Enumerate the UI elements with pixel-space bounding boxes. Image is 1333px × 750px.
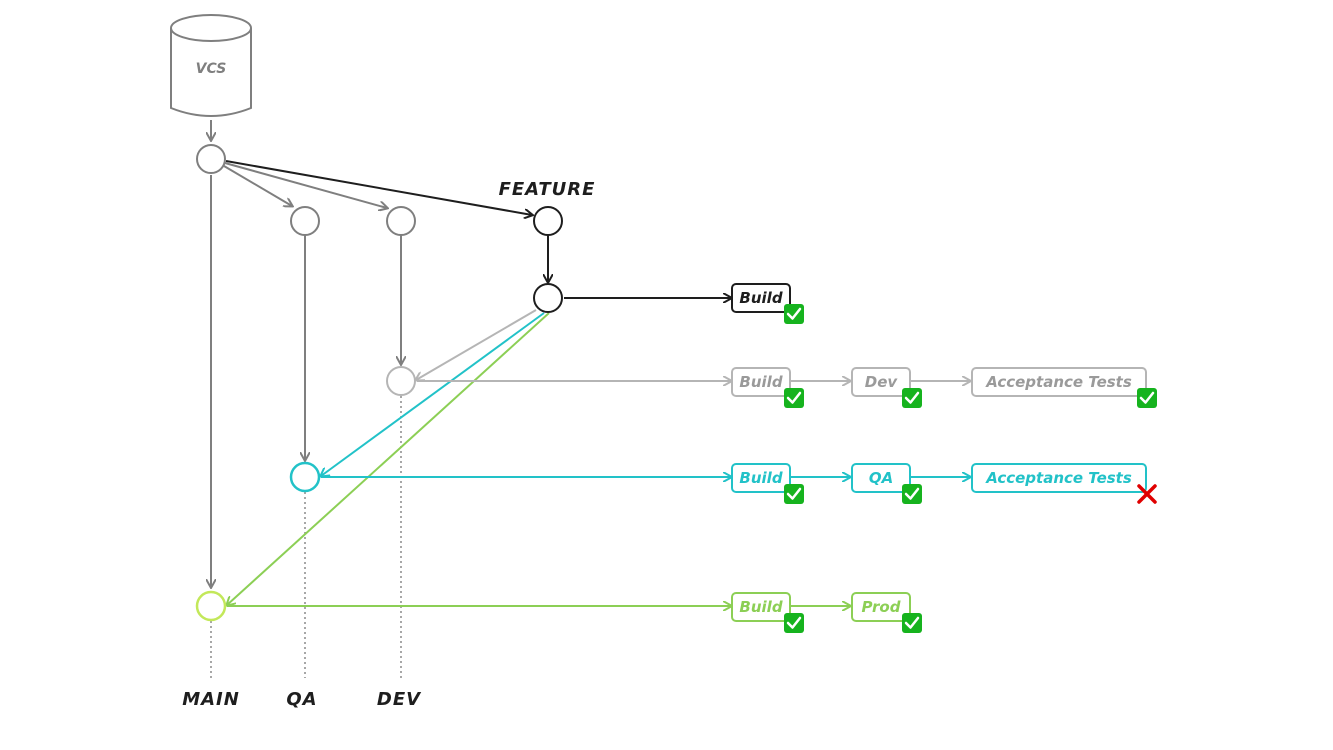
feature-branch-label: FEATURE [499,179,596,200]
main-prod-pass-icon [902,613,922,633]
qa-acceptance-tests-label: Acceptance Tests [985,469,1132,487]
dev-acceptance-tests-label: Acceptance Tests [985,373,1132,391]
dev-branch-label: DEV [377,689,422,710]
qa-build-pass-icon [784,484,804,504]
feature-merge-to-dev-arrow [416,309,537,380]
feature-branch-node [533,206,563,236]
main-merge-node [195,590,227,622]
root-commit-node [196,144,226,174]
main-build-label: Build [739,598,782,616]
main-build-stage[interactable]: Build [731,592,791,622]
feature-build-label: Build [739,289,782,307]
vcs-label: VCS [196,61,227,77]
feature-merge-to-qa-arrow [321,312,545,476]
main-branch-label: MAIN [182,689,240,710]
dev-acceptance-tests-pass-icon [1137,388,1157,408]
qa-branch-node [290,206,320,236]
vcs-database: VCS [170,14,252,117]
qa-deploy-stage[interactable]: QA [851,463,911,493]
root-to-feature-arrow [225,160,532,215]
qa-acceptance-tests-stage[interactable]: Acceptance Tests [971,463,1147,493]
dev-deploy-pass-icon [902,388,922,408]
dev-build-stage[interactable]: Build [731,367,791,397]
qa-acceptance-tests-fail-icon [1137,484,1157,504]
qa-build-stage[interactable]: Build [731,463,791,493]
qa-deploy-pass-icon [902,484,922,504]
root-to-qa-arrow [223,165,292,206]
feature-build-pass-icon [784,304,804,324]
root-to-dev-arrow [224,162,387,208]
dev-merge-node [386,366,416,396]
main-prod-label: Prod [862,598,901,616]
dev-branch-node [386,206,416,236]
qa-merge-node [289,461,321,493]
feature-merge-to-main-arrow [227,312,550,605]
qa-build-label: Build [739,469,782,487]
qa-deploy-label: QA [869,469,893,487]
dev-acceptance-tests-stage[interactable]: Acceptance Tests [971,367,1147,397]
main-build-pass-icon [784,613,804,633]
dev-build-label: Build [739,373,782,391]
main-prod-stage[interactable]: Prod [851,592,911,622]
dev-deploy-label: Dev [865,373,899,391]
dev-deploy-stage[interactable]: Dev [851,367,911,397]
feature-commit-node [533,283,563,313]
qa-branch-label: QA [286,689,317,710]
dev-build-pass-icon [784,388,804,408]
feature-build-stage[interactable]: Build [731,283,791,313]
